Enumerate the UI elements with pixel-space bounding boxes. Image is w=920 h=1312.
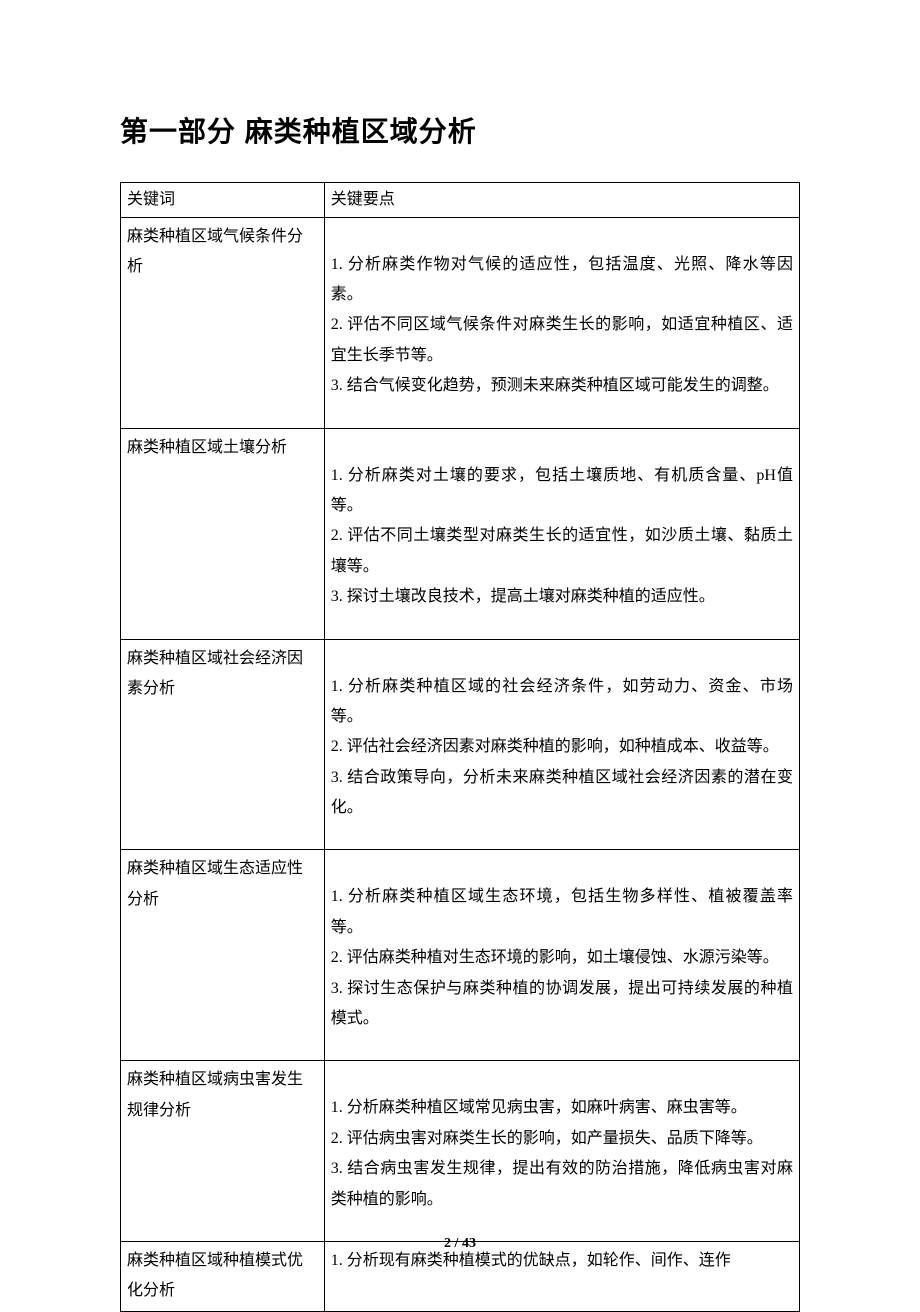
table-header-row: 关键词 关键要点	[121, 183, 800, 218]
cell-points: 1. 分析麻类种植区域生态环境，包括生物多样性、植被覆盖率等。2. 评估麻类种植…	[324, 850, 799, 1061]
table-row: 麻类种植区域土壤分析 1. 分析麻类对土壤的要求，包括土壤质地、有机质含量、pH…	[121, 428, 800, 639]
page-total: 43	[462, 1236, 476, 1251]
points-text: 1. 分析麻类种植区域的社会经济条件，如劳动力、资金、市场等。2. 评估社会经济…	[331, 644, 793, 846]
cell-keyword: 麻类种植区域气候条件分析	[121, 217, 325, 428]
section-title: 第一部分 麻类种植区域分析	[120, 110, 800, 150]
points-text: 1. 分析麻类作物对气候的适应性，包括温度、光照、降水等因素。2. 评估不同区域…	[331, 222, 793, 424]
table-row: 麻类种植区域气候条件分析 1. 分析麻类作物对气候的适应性，包括温度、光照、降水…	[121, 217, 800, 428]
header-points: 关键要点	[324, 183, 799, 218]
cell-points: 1. 分析麻类作物对气候的适应性，包括温度、光照、降水等因素。2. 评估不同区域…	[324, 217, 799, 428]
page-current: 2	[444, 1236, 451, 1251]
points-text: 1. 分析麻类对土壤的要求，包括土壤质地、有机质含量、pH值等。2. 评估不同土…	[331, 433, 793, 635]
table-row: 麻类种植区域生态适应性分析 1. 分析麻类种植区域生态环境，包括生物多样性、植被…	[121, 850, 800, 1061]
page-separator: /	[451, 1236, 462, 1251]
header-keyword: 关键词	[121, 183, 325, 218]
table-row: 麻类种植区域社会经济因素分析 1. 分析麻类种植区域的社会经济条件，如劳动力、资…	[121, 639, 800, 850]
cell-keyword: 麻类种植区域社会经济因素分析	[121, 639, 325, 850]
cell-keyword: 麻类种植区域生态适应性分析	[121, 850, 325, 1061]
cell-keyword: 麻类种植区域病虫害发生规律分析	[121, 1061, 325, 1242]
page-number: 2 / 43	[0, 1236, 920, 1252]
table-row: 麻类种植区域病虫害发生规律分析 1. 分析麻类种植区域常见病虫害，如麻叶病害、麻…	[121, 1061, 800, 1242]
cell-points: 1. 分析麻类对土壤的要求，包括土壤质地、有机质含量、pH值等。2. 评估不同土…	[324, 428, 799, 639]
cell-points: 1. 分析麻类种植区域常见病虫害，如麻叶病害、麻虫害等。2. 评估病虫害对麻类生…	[324, 1061, 799, 1242]
points-text: 1. 分析麻类种植区域生态环境，包括生物多样性、植被覆盖率等。2. 评估麻类种植…	[331, 854, 793, 1056]
analysis-table: 关键词 关键要点 麻类种植区域气候条件分析 1. 分析麻类作物对气候的适应性，包…	[120, 182, 800, 1312]
points-text: 1. 分析麻类种植区域常见病虫害，如麻叶病害、麻虫害等。2. 评估病虫害对麻类生…	[331, 1065, 793, 1237]
cell-points: 1. 分析麻类种植区域的社会经济条件，如劳动力、资金、市场等。2. 评估社会经济…	[324, 639, 799, 850]
cell-keyword: 麻类种植区域土壤分析	[121, 428, 325, 639]
